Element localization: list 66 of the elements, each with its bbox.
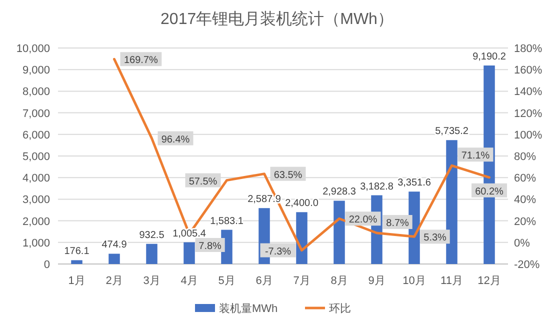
data-label: 3,182.8	[360, 181, 394, 192]
data-label: 2,400.0	[285, 198, 319, 210]
y2-tick-label: 20%	[514, 216, 536, 228]
data-label: 5.3%	[424, 232, 447, 244]
data-label: 5,735.2	[435, 126, 469, 138]
x-tick-label: 7月	[293, 275, 310, 287]
y-tick-label: 3,000	[22, 194, 50, 206]
y2-tick-label: 120%	[514, 108, 542, 120]
y2-tick-label: 60%	[514, 172, 536, 185]
y-tick-label: 1,000	[22, 237, 50, 250]
x-tick-label: 3月	[143, 275, 160, 287]
y-tick-label: 6,000	[22, 129, 50, 142]
x-tick-label: 1月	[68, 275, 86, 287]
bar	[108, 254, 120, 264]
bar	[184, 242, 195, 264]
y2-tick-label: -20%	[514, 259, 540, 271]
data-label: 3,351.6	[398, 178, 432, 189]
y2-tick-label: 100%	[514, 129, 542, 142]
data-label: 1,583.1	[210, 216, 244, 227]
data-label: 22.0%	[348, 214, 378, 226]
x-tick-label: 8月	[330, 275, 348, 287]
y-tick-label: 2,000	[22, 216, 50, 228]
bar	[146, 244, 158, 264]
x-tick-label: 11月	[440, 275, 463, 287]
chart-title: 2017年锂电月装机统计（MWh）	[160, 10, 394, 28]
data-label: 474.9	[102, 240, 128, 251]
x-tick-label: 10月	[402, 275, 426, 287]
x-tick-label: 4月	[180, 275, 198, 287]
data-label: -7.3%	[264, 246, 292, 258]
y2-tick-label: 140%	[514, 86, 542, 98]
y2-tick-label: 40%	[514, 194, 536, 206]
x-tick-label: 12月	[478, 275, 501, 287]
data-label: 57.5%	[188, 176, 218, 188]
data-label: 169.7%	[124, 55, 158, 66]
bar	[446, 140, 458, 264]
x-tick-label: 2月	[106, 275, 123, 287]
data-label: 9,190.2	[472, 51, 506, 62]
bar	[334, 200, 345, 264]
y-tick-label: 7,000	[22, 108, 50, 120]
y-tick-label: 10,000	[16, 43, 50, 55]
data-label: 7.8%	[198, 240, 222, 252]
y-tick-label: 8,000	[22, 86, 50, 98]
y-tick-label: 0	[44, 259, 50, 271]
y-tick-label: 5,000	[22, 151, 50, 163]
y2-tick-label: 80%	[514, 151, 536, 163]
bar	[296, 212, 308, 264]
data-label: 1,005.4	[172, 228, 206, 240]
data-label: 71.1%	[461, 150, 490, 162]
y2-tick-label: 180%	[514, 43, 542, 55]
y-tick-label: 9,000	[22, 64, 50, 77]
data-label: 176.1	[64, 246, 90, 258]
y2-tick-label: 0%	[514, 237, 530, 250]
legend-label: 环比	[329, 302, 351, 315]
data-label: 932.5	[139, 230, 165, 241]
x-tick-label: 6月	[256, 275, 273, 287]
y-tick-label: 4,000	[22, 172, 50, 185]
data-label: 8.7%	[386, 218, 410, 230]
data-label: 96.4%	[161, 134, 190, 146]
x-tick-label: 5月	[218, 275, 236, 287]
x-tick-label: 9月	[368, 275, 386, 287]
data-label: 2,928.3	[322, 186, 356, 198]
legend-label: 装机量MWh	[219, 302, 278, 315]
data-label: 63.5%	[274, 170, 302, 181]
bar	[71, 260, 82, 264]
y2-tick-label: 160%	[514, 64, 542, 77]
data-label: 60.2%	[475, 186, 504, 198]
